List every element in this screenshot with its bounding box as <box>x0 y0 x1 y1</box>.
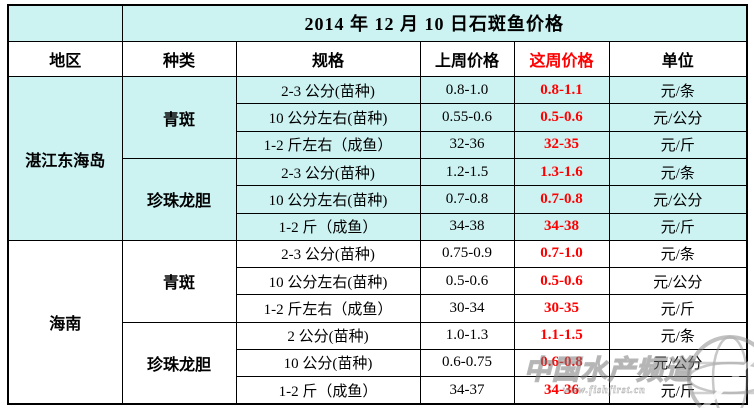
cell-unit: 元/公分 <box>608 103 748 132</box>
cell-last-week: 0.5-0.6 <box>419 267 515 296</box>
grouper-price-table: 2014 年 12 月 10 日石斑鱼价格 地区 种类 规格 上周价格 这周价格… <box>7 4 748 405</box>
cell-this-week: 1.1-1.5 <box>513 321 610 350</box>
cell-last-week: 30-34 <box>419 294 515 323</box>
cell-this-week: 0.7-0.8 <box>513 185 610 214</box>
cell-unit: 元/条 <box>608 239 748 269</box>
cell-spec: 2-3 公分(苗种) <box>235 157 421 187</box>
cell-last-week: 0.75-0.9 <box>419 239 515 269</box>
cell-spec: 1-2 斤（成鱼） <box>235 212 421 241</box>
cell-this-week: 0.5-0.6 <box>513 267 610 296</box>
table-row: 1-2 斤（成鱼） 34-38 34-38 元/斤 <box>8 212 748 241</box>
table-row: 湛江东海岛 青斑 2-3 公分(苗种) 0.8-1.0 0.8-1.1 元/条 <box>7 76 748 241</box>
col-header-species: 种类 <box>121 40 237 78</box>
table-row: 1-2 斤左右（成鱼） 30-34 30-35 元/斤 <box>8 294 748 323</box>
cell-unit: 元/条 <box>608 157 748 187</box>
cell-last-week: 0.7-0.8 <box>419 185 515 214</box>
cell-unit: 元/公分 <box>608 185 748 214</box>
cell-spec: 10 公分(苗种) <box>235 348 421 378</box>
table-row: 1-2 斤左右（成鱼） 32-36 32-35 元/斤 <box>8 130 748 160</box>
cell-species: 青斑 <box>121 76 237 159</box>
cell-spec: 1-2 斤左右（成鱼） <box>235 294 421 323</box>
title-row: 2014 年 12 月 10 日石斑鱼价格 <box>7 4 748 42</box>
cell-last-week: 34-38 <box>419 212 515 241</box>
col-header-unit: 单位 <box>608 40 748 78</box>
col-header-this-week: 这周价格 <box>513 40 610 78</box>
cell-unit: 元/公分 <box>608 348 748 378</box>
table-row: 10 公分左右(苗种) 0.7-0.8 0.7-0.8 元/公分 <box>8 185 748 214</box>
cell-unit: 元/条 <box>608 321 748 350</box>
cell-species: 珍珠龙胆 <box>121 158 237 241</box>
cell-this-week: 0.8-1.1 <box>513 76 610 105</box>
cell-spec: 10 公分左右(苗种) <box>235 267 421 296</box>
col-header-spec: 规格 <box>235 40 421 78</box>
cell-this-week: 30-35 <box>513 294 610 323</box>
cell-species: 珍珠龙胆 <box>121 321 237 405</box>
cell-unit: 元/条 <box>608 76 748 105</box>
cell-this-week: 0.6-0.8 <box>513 348 610 378</box>
cell-spec: 2-3 公分(苗种) <box>235 239 421 269</box>
cell-region: 海南 <box>7 239 123 405</box>
cell-this-week: 34-36 <box>513 376 610 405</box>
cell-unit: 元/斤 <box>608 294 748 323</box>
col-header-region: 地区 <box>7 40 123 78</box>
cell-unit: 元/斤 <box>608 212 748 241</box>
cell-spec: 1-2 斤（成鱼） <box>235 376 421 405</box>
cell-spec: 2 公分(苗种) <box>235 321 421 350</box>
cell-last-week: 0.8-1.0 <box>419 76 515 105</box>
page-title: 2014 年 12 月 10 日石斑鱼价格 <box>121 4 748 42</box>
cell-last-week: 34-37 <box>419 376 515 405</box>
cell-unit: 元/公分 <box>608 267 748 296</box>
cell-last-week: 0.55-0.6 <box>419 103 515 132</box>
cell-spec: 10 公分左右(苗种) <box>235 103 421 132</box>
cell-last-week: 0.6-0.75 <box>419 348 515 378</box>
cell-species: 青斑 <box>121 239 237 323</box>
cell-this-week: 0.7-1.0 <box>513 239 610 269</box>
cell-region: 湛江东海岛 <box>7 76 123 241</box>
cell-unit: 元/斤 <box>608 376 748 405</box>
cell-this-week: 32-35 <box>513 130 610 160</box>
cell-this-week: 34-38 <box>513 212 610 241</box>
title-row-empty-cell <box>7 4 123 42</box>
cell-this-week: 1.3-1.6 <box>513 157 610 187</box>
cell-unit: 元/斤 <box>608 130 748 160</box>
table-row: 珍珠龙胆 2 公分(苗种) 1.0-1.3 1.1-1.5 元/条 <box>8 321 748 405</box>
column-header-row: 地区 种类 规格 上周价格 这周价格 单位 <box>7 40 748 78</box>
cell-spec: 1-2 斤左右（成鱼） <box>235 130 421 160</box>
table-row: 1-2 斤（成鱼） 34-37 34-36 元/斤 <box>8 376 748 405</box>
table-row: 10 公分左右(苗种) 0.5-0.6 0.5-0.6 元/公分 <box>8 267 748 296</box>
table-row: 10 公分左右(苗种) 0.55-0.6 0.5-0.6 元/公分 <box>8 103 748 132</box>
cell-spec: 10 公分左右(苗种) <box>235 185 421 214</box>
cell-last-week: 1.2-1.5 <box>419 157 515 187</box>
col-header-last-week: 上周价格 <box>419 40 515 78</box>
cell-this-week: 0.5-0.6 <box>513 103 610 132</box>
cell-last-week: 32-36 <box>419 130 515 160</box>
table-row: 海南 青斑 2-3 公分(苗种) 0.75-0.9 0.7-1.0 元/条 <box>7 239 748 405</box>
cell-spec: 2-3 公分(苗种) <box>235 76 421 105</box>
cell-last-week: 1.0-1.3 <box>419 321 515 350</box>
table-row: 珍珠龙胆 2-3 公分(苗种) 1.2-1.5 1.3-1.6 元/条 <box>8 157 748 241</box>
